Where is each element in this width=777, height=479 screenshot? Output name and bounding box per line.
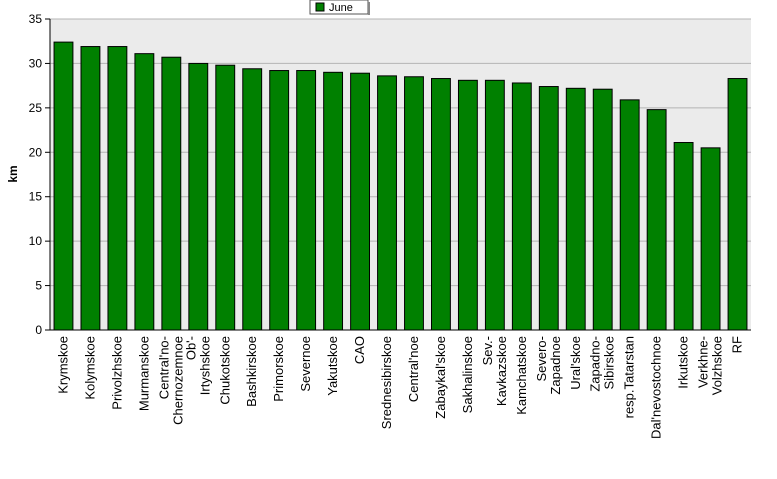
bar xyxy=(107,46,128,331)
x-tick-label: Chukotskoe xyxy=(217,336,232,405)
bar xyxy=(700,147,721,331)
y-tick-label: 15 xyxy=(29,190,43,204)
bar xyxy=(431,78,451,331)
legend-label-june: June xyxy=(329,2,353,14)
x-tick-label: Verkhne-Volzhskoe xyxy=(696,336,725,395)
y-tick-label: 20 xyxy=(29,145,43,159)
y-tick-label: 25 xyxy=(29,101,43,115)
y-tick-label: 30 xyxy=(29,56,43,70)
y-tick-label: 5 xyxy=(35,279,42,293)
x-tick-label: RF xyxy=(730,336,745,353)
x-tick-label: Zapadno-Sibirskoe xyxy=(588,336,617,392)
bar xyxy=(511,82,532,331)
bar xyxy=(619,99,640,331)
bar xyxy=(673,142,694,331)
bar xyxy=(646,109,667,331)
bars xyxy=(53,41,748,331)
bar xyxy=(269,70,290,331)
bar xyxy=(242,68,263,331)
bar xyxy=(134,53,155,331)
x-tick-label: Severo-Zapadnoe xyxy=(534,336,563,395)
y-tick-label: 10 xyxy=(29,234,43,248)
bar xyxy=(538,86,559,331)
x-tick-label: CAO xyxy=(352,336,367,364)
bar xyxy=(188,62,209,331)
bar xyxy=(323,71,344,331)
x-tick-label: Murmanskoe xyxy=(136,336,151,411)
bar xyxy=(53,41,74,331)
x-tick-label: Irkutskoe xyxy=(676,336,691,389)
y-tick-label: 35 xyxy=(29,12,43,26)
x-tick-label: Central'no-Chernozemnoe xyxy=(156,336,185,425)
legend-swatch xyxy=(315,2,325,12)
x-tick-label: Severnoe xyxy=(298,336,313,392)
x-tick-label: Bashkirskoe xyxy=(244,336,259,407)
x-tick-label: Kolymskoe xyxy=(82,336,97,400)
bar xyxy=(377,75,397,331)
x-tick-label: Sev.-Kavkazskoe xyxy=(480,336,509,406)
x-tick-label: Ob'-Irtyshskoe xyxy=(183,336,212,395)
x-tick-label: Zabaykal'skoe xyxy=(433,336,448,419)
x-tick-label: Sakhalinskoe xyxy=(460,336,475,413)
x-tick-label: Krymskoe xyxy=(55,336,70,394)
bar xyxy=(80,46,101,331)
bar xyxy=(727,78,748,331)
y-tick-label: 0 xyxy=(35,323,42,337)
x-tick-labels: Krymskoe Kolymskoe Privolzhskoe Murmanskoe C… xyxy=(55,336,744,439)
bar xyxy=(161,56,182,331)
x-tick-label: Primorskoe xyxy=(271,336,286,402)
x-tick-label: Privolzhskoe xyxy=(109,336,124,410)
legend: June xyxy=(309,0,370,15)
x-tick-label: Ural'skoe xyxy=(568,336,583,390)
legend-box-shadow xyxy=(368,2,370,15)
bar xyxy=(484,79,505,331)
bar xyxy=(565,87,586,331)
bar xyxy=(296,70,317,331)
x-tick-label: resp.Tatarstan xyxy=(622,336,637,418)
x-tick-label: Kamchatskoe xyxy=(514,336,529,415)
x-tick-label: Central'noe xyxy=(406,336,421,402)
x-tick-label: Srednesibirskoe xyxy=(379,336,394,429)
x-tick-label: Yakutskoe xyxy=(325,336,340,396)
bar xyxy=(215,64,236,331)
bar xyxy=(457,79,478,331)
y-axis-label: km xyxy=(6,165,20,182)
x-tick-label: Dal'nevostochnoe xyxy=(649,336,664,439)
y-ticks: 0 5 10 15 20 25 30 35 xyxy=(29,12,50,337)
bar xyxy=(350,72,370,331)
bar xyxy=(592,88,613,331)
bar xyxy=(404,76,424,331)
plot-background xyxy=(50,19,751,330)
